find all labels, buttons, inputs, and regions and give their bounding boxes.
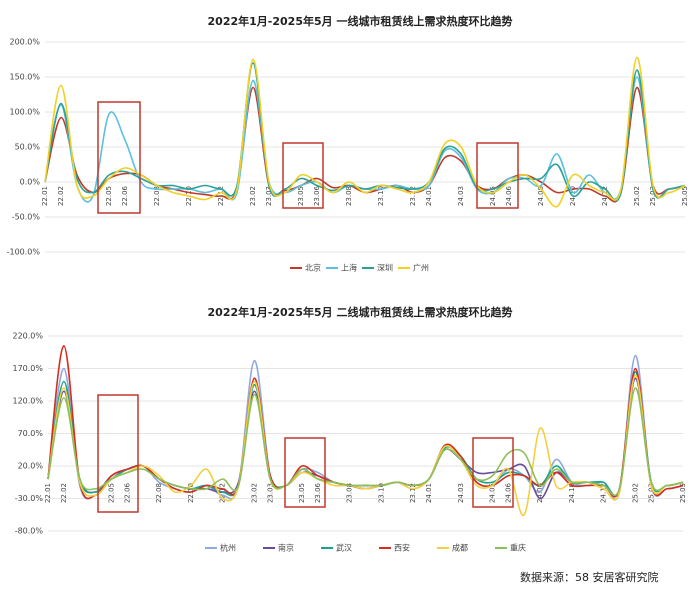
x-tick-label: 22.01 [41,186,49,206]
x-tick-label: 24.06 [505,185,513,206]
x-tick-label: 22.02 [57,186,65,206]
x-tick-label: 25.05 [679,483,687,503]
x-tick-label: 24.05 [489,483,497,503]
legend-label: 重庆 [510,543,526,553]
x-tick-label: 24.05 [489,186,497,206]
y-tick-label: 100.0% [9,108,40,117]
y-tick-label: 200.0% [9,38,40,47]
x-tick-label: 22.12 [219,483,227,503]
x-tick-label: 24.01 [425,483,433,503]
y-tick-label: 120.0% [12,397,43,406]
legend-label: 西安 [394,543,410,553]
chart-title: 2022年1月-2025年5月 二线城市租赁线上需求热度环比趋势 [208,305,513,319]
x-tick-label: 23.06 [313,185,321,206]
y-tick-label: 70.0% [18,429,44,438]
x-tick-label: 23.03 [266,483,274,503]
series-line [44,56,686,208]
x-tick-label: 24.12 [600,483,608,503]
legend-label: 南京 [278,543,294,553]
x-tick-label: 25.02 [631,483,639,503]
y-tick-label: 170.0% [12,364,43,373]
y-tick-label: -80.0% [15,527,44,536]
x-tick-label: 23.02 [249,186,257,206]
x-tick-label: 22.05 [105,186,113,206]
x-tick-label: 22.10 [187,483,195,503]
x-tick-label: 22.06 [123,482,131,503]
legend-label: 杭州 [220,543,236,553]
x-tick-label: 25.03 [647,483,655,503]
x-tick-label: 24.03 [457,186,465,206]
x-tick-label: 23.06 [314,482,322,503]
x-tick-label: 23.12 [409,483,417,503]
x-tick-label: 22.01 [44,483,52,503]
x-tick-label: 24.10 [568,483,576,503]
y-tick-label: 20.0% [18,462,44,471]
y-tick-label: 220.0% [12,332,43,341]
x-tick-label: 22.06 [121,185,129,206]
highlight-box [97,101,141,214]
x-tick-label: 25.02 [633,186,641,206]
x-tick-label: 23.05 [297,186,305,206]
source-note: 数据来源：58 安居客研究院 [520,570,659,584]
y-tick-label: 0.0% [20,178,41,187]
y-tick-label: 50.0% [15,143,41,152]
chart-title: 2022年1月-2025年5月 一线城市租赁线上需求热度环比趋势 [208,14,513,28]
y-tick-label: -30.0% [15,494,44,503]
x-tick-label: 23.02 [250,483,258,503]
highlight-box [472,437,514,508]
legend-label: 北京 [305,263,321,273]
series-line [47,387,684,497]
x-tick-label: 25.05 [681,186,689,206]
x-tick-label: 22.08 [155,483,163,503]
y-tick-label: 150.0% [9,73,40,82]
legend-label: 深圳 [377,263,393,273]
x-tick-label: 24.08 [537,186,545,206]
x-tick-label: 24.01 [425,186,433,206]
highlight-box [476,142,519,209]
x-tick-label: 23.08 [345,186,353,206]
x-tick-label: 23.12 [409,186,417,206]
legend-label: 上海 [341,263,357,273]
highlight-box [284,437,326,508]
highlight-box [282,142,324,209]
x-tick-label: 23.05 [298,483,306,503]
highlight-boxes [97,101,519,513]
x-tick-label: 25.03 [649,186,657,206]
x-tick-label: 23.10 [377,483,385,503]
x-tick-label: 22.02 [60,483,68,503]
y-tick-label: -100.0% [7,248,41,257]
x-tick-label: 22.05 [108,483,116,503]
highlight-box [97,394,139,513]
x-tick-label: 23.03 [265,186,273,206]
x-tick-label: 23.08 [346,483,354,503]
x-tick-label: 24.06 [504,482,512,503]
legend-label: 广州 [413,263,429,273]
x-tick-label: 24.08 [536,483,544,503]
x-tick-label: 22.08 [153,186,161,206]
y-tick-label: -50.0% [12,213,41,222]
legend-label: 武汉 [336,543,352,553]
x-tick-label: 23.10 [377,186,385,206]
x-tick-label: 24.03 [457,483,465,503]
legend-label: 成都 [452,543,468,553]
